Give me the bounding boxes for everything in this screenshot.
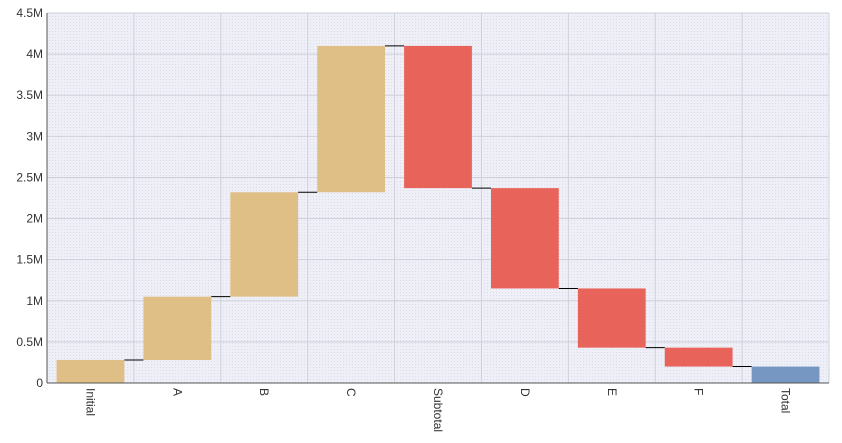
y-tick-labels: 0 0.5M 1M 1.5M 2M 2.5M 3M 3.5M 4M 4.5M	[16, 6, 43, 390]
y-tick-label: 2.5M	[16, 170, 43, 184]
x-tick-label: D	[518, 388, 532, 397]
x-tick-labels: Initial A B C Subtotal D E F Total	[83, 388, 792, 432]
y-tick-label: 0.5M	[16, 335, 43, 349]
y-tick-label: 1.5M	[16, 253, 43, 267]
x-tick-label: C	[344, 388, 358, 397]
bar-b	[230, 192, 299, 297]
y-tick-label: 3M	[26, 129, 43, 143]
y-tick-label: 2M	[26, 212, 43, 226]
bar-e	[577, 288, 646, 348]
y-tick-label: 3.5M	[16, 88, 43, 102]
bar-total	[751, 366, 820, 383]
x-tick-label: E	[605, 388, 619, 396]
bar-d	[491, 188, 559, 289]
bar-initial	[56, 359, 125, 383]
bar-subtotal	[404, 45, 472, 189]
x-tick-label: A	[170, 388, 184, 396]
y-tick-label: 4M	[26, 47, 43, 61]
y-tick-label: 0	[36, 376, 43, 390]
bar-c	[317, 45, 385, 193]
x-tick-label: Total	[779, 388, 793, 413]
x-tick-label: F	[692, 388, 706, 395]
x-tick-label: Initial	[83, 388, 97, 416]
x-tick-label: Subtotal	[431, 388, 445, 432]
bars	[56, 45, 820, 383]
x-tick-label: B	[257, 388, 271, 396]
axes	[46, 13, 829, 384]
bar-f	[664, 347, 733, 367]
y-tick-label: 4.5M	[16, 6, 43, 20]
y-tick-label: 1M	[26, 294, 43, 308]
connectors	[124, 45, 752, 368]
bar-a	[143, 296, 212, 360]
